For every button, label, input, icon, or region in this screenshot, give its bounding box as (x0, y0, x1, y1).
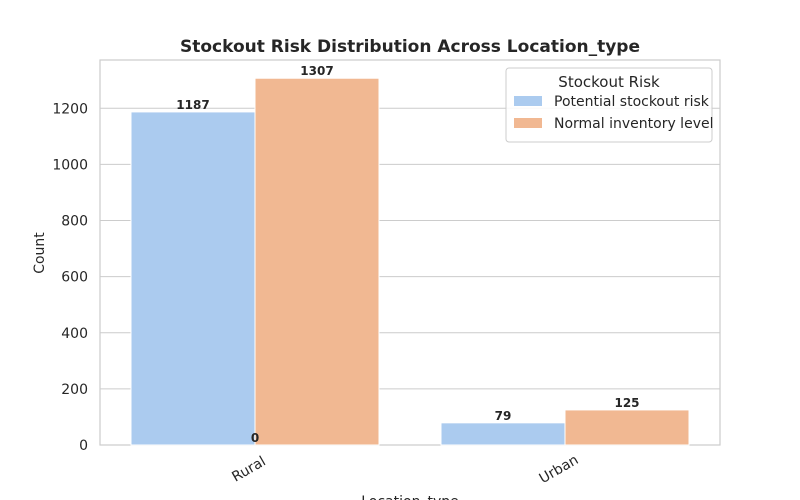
legend-box (505, 67, 713, 143)
legend-label: Normal inventory level (554, 116, 713, 132)
bar (564, 409, 690, 446)
bar (254, 77, 380, 446)
plot-frame (99, 59, 721, 446)
bar (440, 422, 566, 446)
y-tick-label: 200 (61, 382, 88, 398)
legend-swatch (514, 96, 542, 106)
y-tick-label: 600 (61, 270, 88, 286)
data-label: 125 (614, 396, 639, 410)
legend-label: Potential stockout risk (554, 94, 710, 110)
y-axis-label: Count (32, 232, 48, 274)
bar (130, 111, 256, 446)
x-axis-label: Location_type (361, 494, 459, 500)
y-tick-label: 1000 (52, 157, 88, 173)
legend-swatch (514, 118, 542, 128)
data-label: 1187 (176, 98, 209, 112)
data-label: 1307 (300, 64, 333, 78)
y-tick-label: 800 (61, 214, 88, 230)
data-label: 0 (251, 431, 259, 445)
y-tick-label: 1200 (52, 101, 88, 117)
y-tick-label: 400 (61, 326, 88, 342)
y-tick-label: 0 (79, 438, 88, 454)
data-label: 79 (495, 409, 512, 423)
chart-title: Stockout Risk Distribution Across Locati… (180, 37, 640, 57)
legend-title: Stockout Risk (558, 73, 660, 91)
